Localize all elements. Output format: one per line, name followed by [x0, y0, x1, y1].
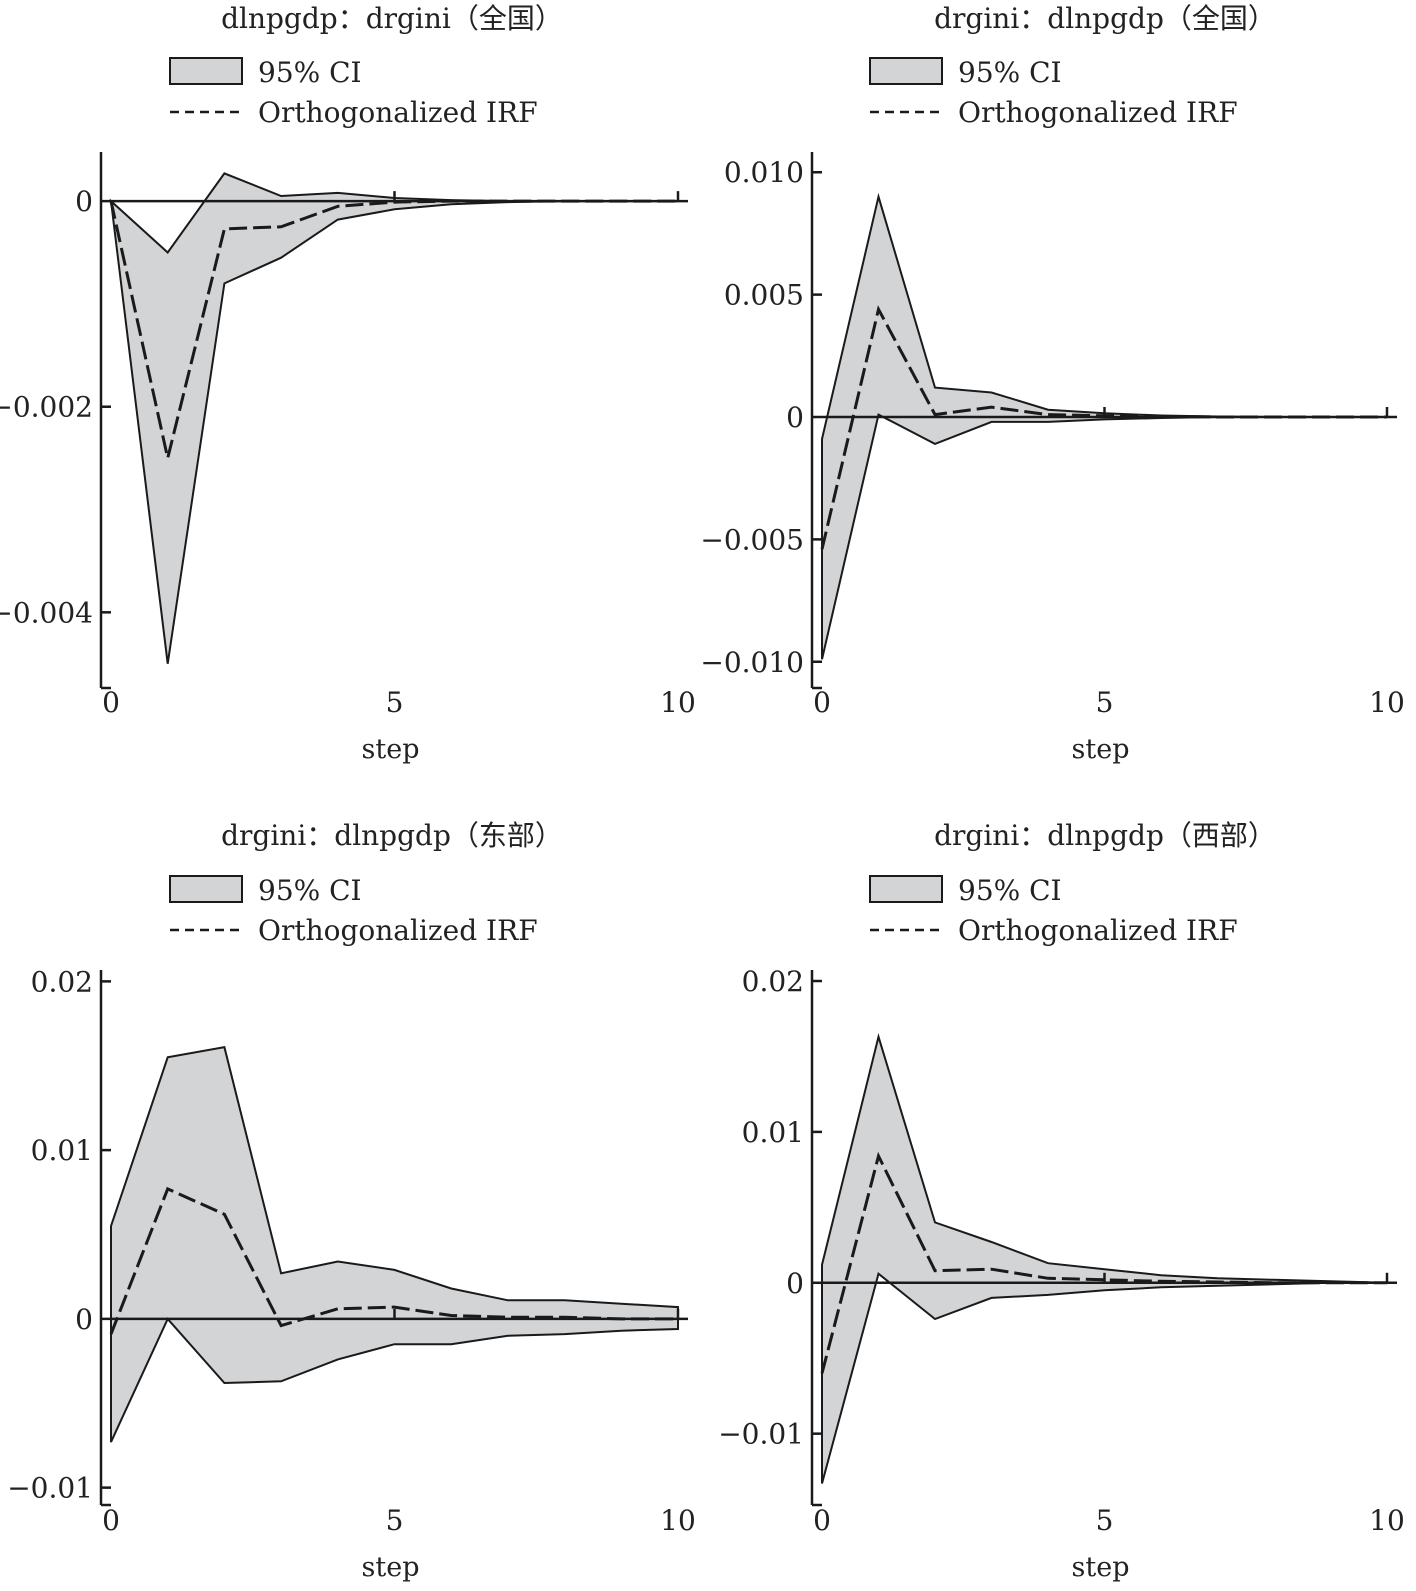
- x-tick-label: 10: [1369, 1504, 1405, 1537]
- chart-title: drgini：dlnpgdp（东部）: [221, 819, 563, 852]
- legend-ci-swatch: [869, 57, 943, 85]
- y-tick-label: −0.002: [0, 391, 93, 424]
- irf-line: [109, 1186, 678, 1335]
- ci-band: [110, 1046, 679, 1443]
- chart-title: drgini：dlnpgdp（西部）: [934, 819, 1276, 852]
- y-tick-label: 0.005: [724, 279, 804, 312]
- y-tick-label: 0.010: [724, 156, 804, 189]
- legend-ci-swatch: [869, 875, 943, 903]
- x-axis-label: step: [362, 1552, 420, 1583]
- chart-title: dlnpgdp：drgini（全国）: [221, 2, 563, 35]
- legend-irf-label: Orthogonalized IRF: [958, 914, 1238, 947]
- x-axis-label: step: [362, 734, 420, 765]
- y-tick-label: 0.02: [31, 965, 93, 998]
- ci-band: [821, 1033, 1388, 1484]
- chart-panel-1: dlnpgdp：drgini（全国） 95% CI Orthogonalized I…: [0, 2, 696, 765]
- legend-ci-swatch: [169, 875, 243, 903]
- y-tick-label: −0.010: [700, 646, 804, 679]
- x-tick-label: 10: [660, 686, 696, 719]
- x-tick-label: 0: [813, 686, 831, 719]
- x-tick-label: 0: [102, 686, 120, 719]
- legend-irf-label: Orthogonalized IRF: [258, 914, 538, 947]
- irf-line: [820, 1151, 1387, 1374]
- legend-ci-label: 95% CI: [258, 56, 362, 89]
- x-tick-label: 5: [1096, 1504, 1114, 1537]
- x-tick-label: 10: [1369, 686, 1405, 719]
- y-tick-label: −0.01: [718, 1418, 804, 1451]
- chart-panel-2: drgini：dlnpgdp（全国） 95% CI Orthogonalized I…: [700, 2, 1404, 765]
- y-tick-label: −0.01: [7, 1472, 93, 1505]
- legend: 95% CI Orthogonalized IRF: [869, 874, 1238, 947]
- legend: 95% CI Orthogonalized IRF: [169, 56, 538, 129]
- legend: 95% CI Orthogonalized IRF: [169, 874, 538, 947]
- chart-panel-4: drgini：dlnpgdp（西部） 95% CI Orthogonalized I…: [718, 819, 1405, 1583]
- x-axis-label: step: [1072, 734, 1130, 765]
- ci-band: [109, 172, 678, 664]
- x-tick-label: 0: [102, 1504, 120, 1537]
- legend: 95% CI Orthogonalized IRF: [869, 56, 1238, 129]
- y-tick-label: 0.01: [742, 1116, 804, 1149]
- y-tick-label: 0.01: [31, 1134, 93, 1167]
- legend-ci-label: 95% CI: [258, 874, 362, 907]
- legend-ci-label: 95% CI: [958, 874, 1062, 907]
- y-tick-label: −0.004: [0, 596, 93, 629]
- x-tick-label: 5: [386, 686, 404, 719]
- irf-line: [109, 199, 678, 459]
- x-tick-label: 0: [813, 1504, 831, 1537]
- ci-band: [821, 192, 1387, 660]
- y-tick-label: 0: [75, 185, 93, 218]
- y-tick-label: 0: [786, 401, 804, 434]
- x-axis-label: step: [1072, 1552, 1130, 1583]
- y-tick-label: −0.005: [700, 523, 804, 556]
- x-tick-label: 5: [1096, 686, 1114, 719]
- chart-title: drgini：dlnpgdp（全国）: [934, 2, 1276, 35]
- y-tick-label: 0: [786, 1267, 804, 1300]
- legend-irf-label: Orthogonalized IRF: [258, 96, 538, 129]
- legend-irf-label: Orthogonalized IRF: [958, 96, 1238, 129]
- y-tick-label: 0.02: [742, 965, 804, 998]
- legend-ci-label: 95% CI: [958, 56, 1062, 89]
- chart-panel-3: drgini：dlnpgdp（东部） 95% CI Orthogonalized I…: [7, 819, 696, 1583]
- legend-ci-swatch: [169, 57, 243, 85]
- x-tick-label: 5: [386, 1504, 404, 1537]
- y-tick-label: 0: [75, 1303, 93, 1336]
- x-tick-label: 10: [660, 1504, 696, 1537]
